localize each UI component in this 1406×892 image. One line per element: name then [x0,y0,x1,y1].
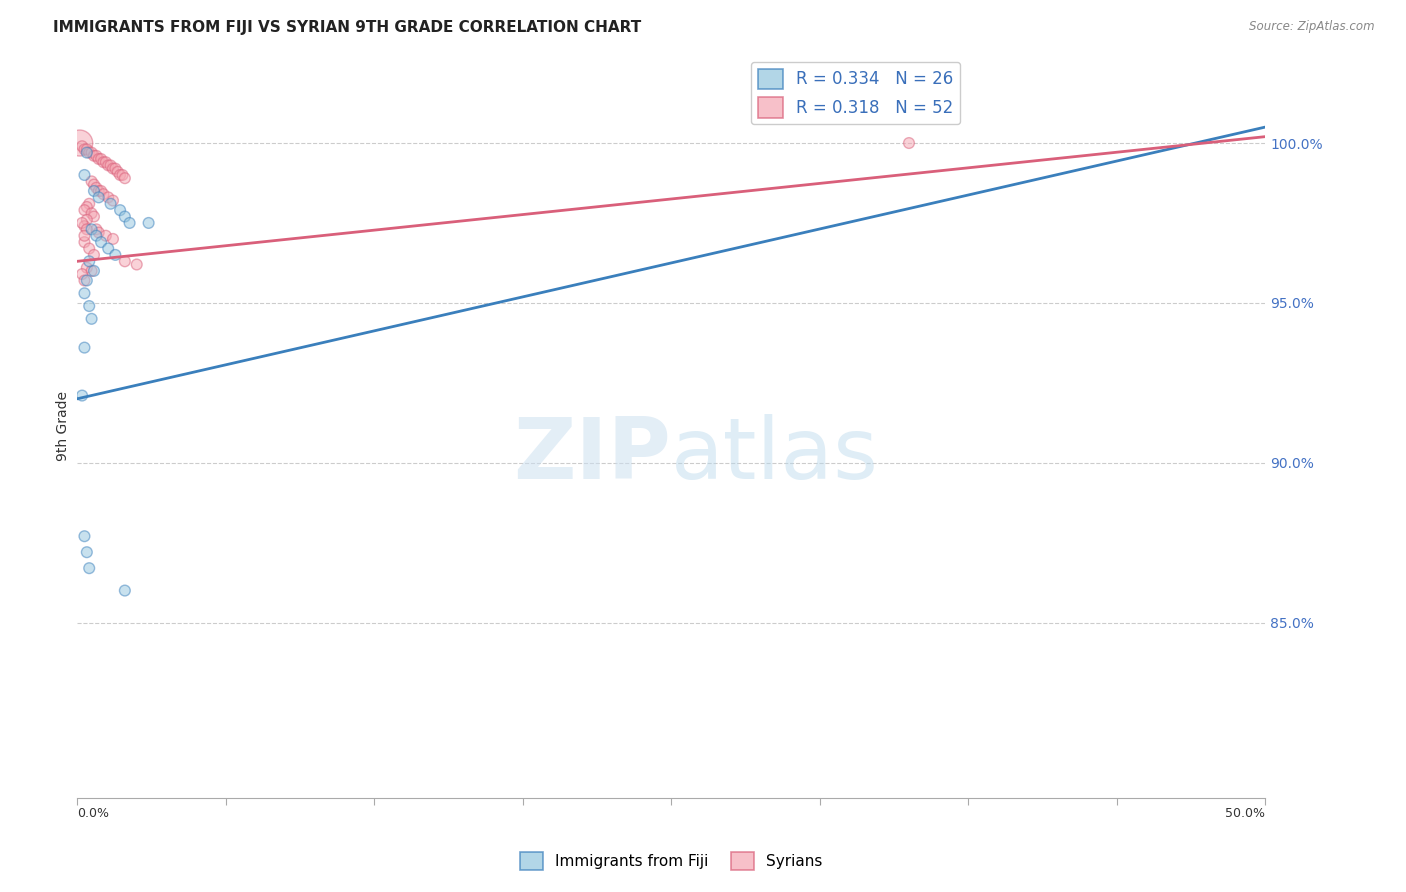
Point [114,171,136,186]
Text: Source: ZipAtlas.com: Source: ZipAtlas.com [1250,20,1375,33]
Point [70,139,93,153]
Point [80,311,103,326]
Point [86,228,108,243]
Point [77,561,100,575]
Point [80,145,103,160]
Point [70,267,93,281]
Text: 50.0%: 50.0% [1226,807,1265,821]
Legend: Immigrants from Fiji, Syrians: Immigrants from Fiji, Syrians [513,846,830,876]
Point [97,158,120,172]
Point [87,184,110,198]
Y-axis label: 9th Grade: 9th Grade [56,391,70,461]
Point [77,242,100,256]
Point [77,299,100,313]
Point [69,136,91,150]
Point [73,273,96,287]
Point [77,196,100,211]
Point [73,203,96,218]
Point [73,286,96,301]
Point [73,228,96,243]
Point [86,181,108,195]
Point [76,545,98,559]
Point [76,212,98,227]
Point [73,235,96,249]
Point [93,155,115,169]
Point [93,187,115,202]
Point [100,158,122,172]
Point [114,210,136,224]
Point [76,222,98,236]
Point [80,264,103,278]
Point [86,222,108,236]
Point [83,248,105,262]
Point [80,222,103,236]
Point [101,161,124,176]
Text: atlas: atlas [672,414,879,497]
Point [76,145,98,160]
Point [114,583,136,598]
Point [77,145,100,160]
Point [83,178,105,192]
Point [104,161,127,176]
Point [94,155,117,169]
Point [76,143,98,157]
Point [83,184,105,198]
Point [104,248,127,262]
Point [107,165,129,179]
Point [86,149,108,163]
Point [118,216,141,230]
Point [87,226,110,240]
Point [101,194,124,208]
Point [108,203,131,218]
Point [108,168,131,182]
Text: IMMIGRANTS FROM FIJI VS SYRIAN 9TH GRADE CORRELATION CHART: IMMIGRANTS FROM FIJI VS SYRIAN 9TH GRADE… [53,20,641,35]
Point [76,200,98,214]
Point [90,152,112,166]
Point [83,149,105,163]
Point [76,260,98,275]
Point [138,216,160,230]
Point [100,196,122,211]
Point [70,216,93,230]
Point [73,219,96,234]
Point [80,174,103,188]
Point [94,228,117,243]
Point [73,168,96,182]
Point [77,254,100,268]
Point [73,143,96,157]
Point [80,206,103,220]
Point [898,136,921,150]
Point [87,190,110,204]
Point [70,388,93,402]
Point [114,254,136,268]
Point [73,529,96,543]
Point [83,210,105,224]
Point [83,264,105,278]
Point [90,235,112,249]
Point [125,258,148,272]
Point [87,152,110,166]
Point [97,190,120,204]
Text: 0.0%: 0.0% [77,807,110,821]
Point [111,168,134,182]
Point [101,232,124,246]
Point [97,242,120,256]
Text: ZIP: ZIP [513,414,672,497]
Point [73,341,96,355]
Point [90,184,112,198]
Point [76,273,98,287]
